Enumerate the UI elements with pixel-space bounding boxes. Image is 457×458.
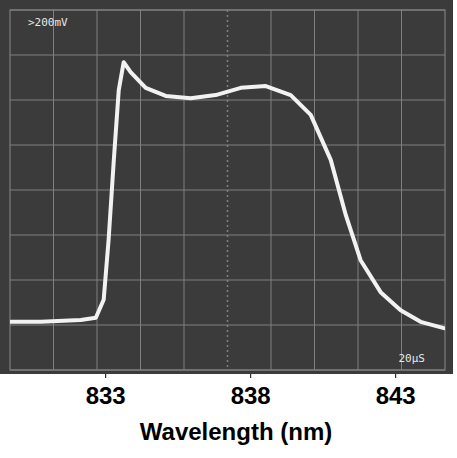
grid-line (10, 370, 445, 371)
grid-line (10, 325, 445, 326)
marks (11, 62, 444, 328)
grid-line (10, 235, 445, 236)
axis-title: Wavelength (nm) (140, 418, 332, 445)
grid-line (10, 280, 445, 281)
tick-label: 833 (86, 382, 126, 409)
tick-mark (250, 374, 251, 378)
grid-line (10, 100, 445, 101)
grid-line (10, 190, 445, 191)
trace (11, 62, 444, 328)
annotation: >200mV (28, 16, 68, 29)
annotation: 20μS (399, 352, 426, 365)
tick-label: 838 (231, 382, 271, 409)
grid-line (10, 145, 445, 146)
tick-mark (395, 374, 396, 378)
chart: >200mV 20μS 833 838 843 Wavelength (nm) (0, 0, 457, 458)
tick-mark (105, 374, 106, 378)
plot-frame (10, 10, 445, 370)
grid-line (10, 55, 445, 56)
grid-line (10, 10, 445, 11)
screen (0, 0, 453, 374)
tick-label: 843 (376, 382, 416, 409)
